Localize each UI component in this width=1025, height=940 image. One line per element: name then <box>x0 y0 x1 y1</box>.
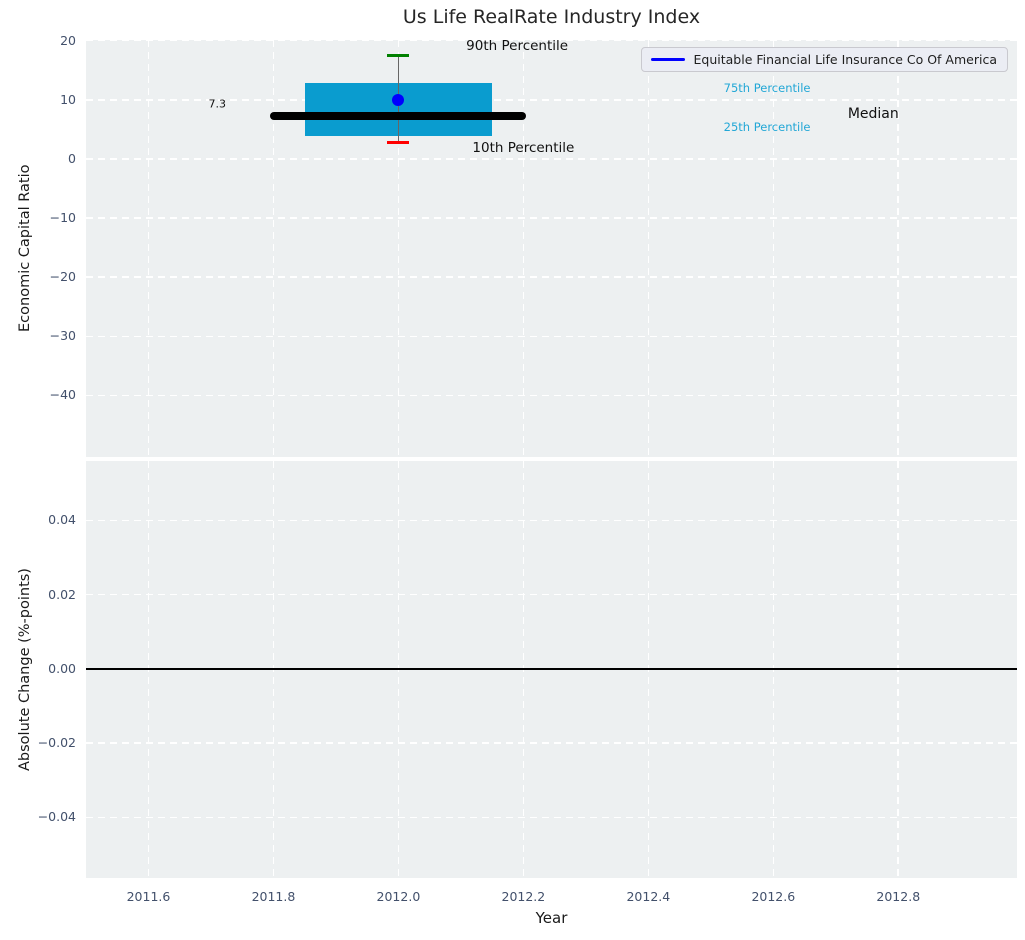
whisker-cap-10th <box>387 140 410 144</box>
gridline-vertical <box>897 40 900 457</box>
gridline-horizontal <box>86 394 1017 397</box>
chart-title: Us Life RealRate Industry Index <box>402 6 701 28</box>
x-tick-label: 2012.2 <box>501 889 546 904</box>
gridline-vertical <box>647 40 650 457</box>
x-tick-label: 2012.0 <box>376 889 421 904</box>
median-line <box>270 111 527 120</box>
gridline-vertical <box>522 40 525 457</box>
y-tick-label: 10 <box>60 91 76 107</box>
annotation-median: Median <box>847 105 899 122</box>
legend-label: Equitable Financial Life Insurance Co Of… <box>693 52 998 67</box>
axes-top-economic-capital-ratio: Equitable Financial Life Insurance Co Of… <box>50 33 1017 457</box>
y-tick-label: 0.00 <box>48 660 76 676</box>
annotation-10th-percentile: 10th Percentile <box>472 140 575 157</box>
x-tick-label: 2012.8 <box>876 889 921 904</box>
gridline-horizontal <box>86 217 1017 219</box>
y-tick-label: −0.02 <box>37 735 76 751</box>
annotation-median-value: 7.3 <box>208 97 226 111</box>
x-tick-label: 2012.6 <box>751 889 796 904</box>
x-tick-label: 2012.4 <box>626 889 671 904</box>
gridline-vertical <box>772 40 775 457</box>
y-tick-label: 0.04 <box>48 512 76 528</box>
annotation-75th-percentile: 75th Percentile <box>723 80 811 95</box>
y-tick-label: −10 <box>49 210 76 226</box>
y-tick-label: 0.02 <box>48 586 76 602</box>
y-tick-label: −30 <box>49 328 76 344</box>
annotation-90th-percentile: 90th Percentile <box>466 37 569 54</box>
annotation-25th-percentile: 25th Percentile <box>723 119 811 134</box>
gridline-horizontal <box>86 98 1017 101</box>
gridline-horizontal <box>86 39 1017 42</box>
gridline-vertical <box>272 40 275 457</box>
axes-bottom-absolute-change: 0.04 0.02 0.00 −0.02 −0.04 2011.6 2011.8 2012.0… <box>38 461 1017 904</box>
gridline-horizontal <box>86 276 1017 278</box>
y-tick-label: −20 <box>49 269 76 285</box>
gridline-horizontal <box>86 816 1017 819</box>
gridline-vertical <box>147 40 150 457</box>
whisker-cap-90th <box>387 53 410 57</box>
gridline-horizontal <box>86 593 1017 596</box>
zero-reference-line <box>86 668 1017 670</box>
y-tick-label: −40 <box>49 387 76 403</box>
y-tick-label: 0 <box>68 150 76 166</box>
gridline-horizontal <box>86 519 1017 522</box>
legend-line-swatch <box>650 58 685 61</box>
y-tick-label: −0.04 <box>37 809 76 825</box>
y-tick-label: 20 <box>60 32 76 48</box>
gridline-vertical <box>397 40 400 457</box>
x-tick-label: 2011.6 <box>126 889 171 904</box>
gridline-horizontal <box>86 158 1017 160</box>
xlabel-year: Year <box>535 909 568 927</box>
gridline-horizontal <box>86 742 1017 744</box>
gridline-horizontal <box>86 335 1017 338</box>
legend: Equitable Financial Life Insurance Co Of… <box>640 47 1008 72</box>
x-tick-label: 2011.8 <box>251 889 296 904</box>
company-value-dot <box>392 93 405 106</box>
